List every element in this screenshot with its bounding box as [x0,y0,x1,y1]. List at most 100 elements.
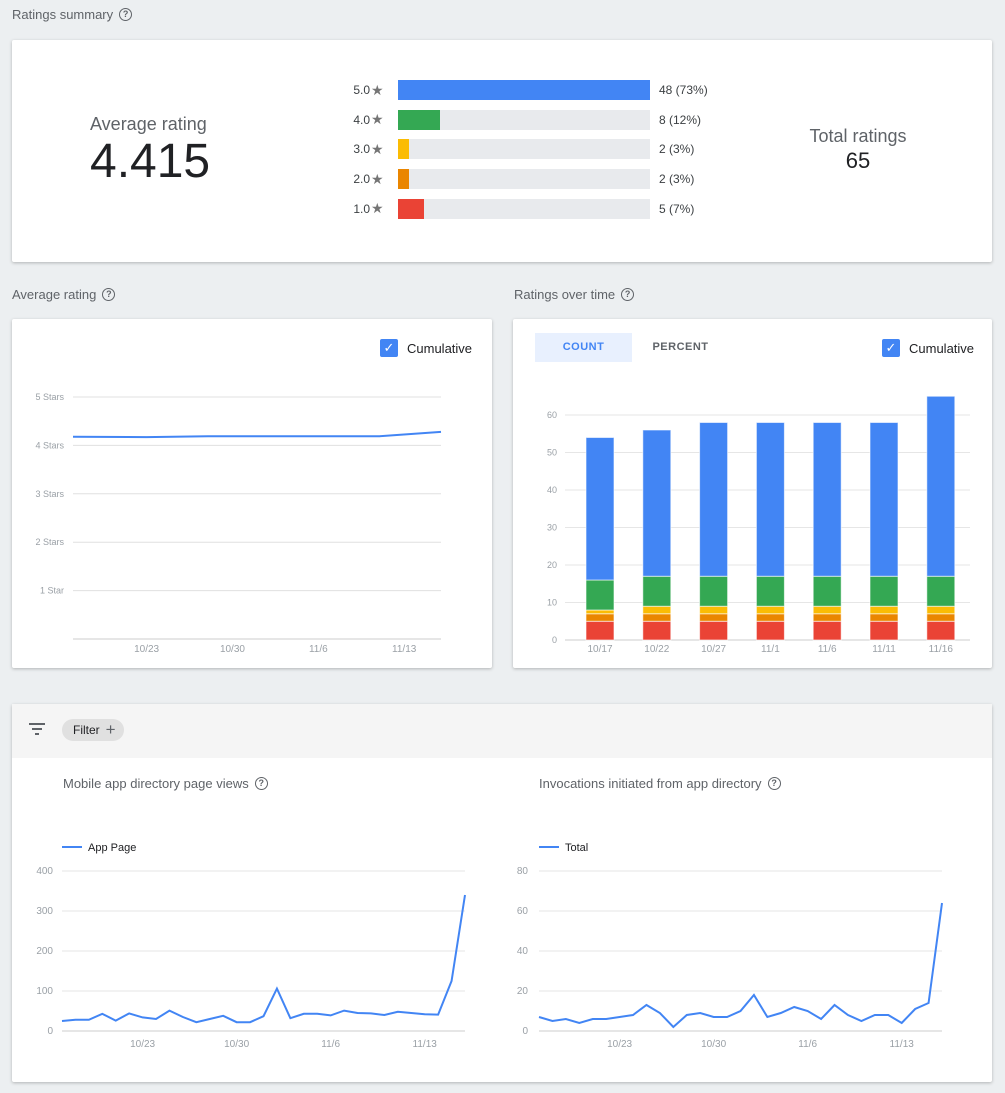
ratings-summary-title: Ratings summary [12,7,114,22]
x-tick-label: 11/13 [392,644,417,655]
cumulative-checkbox[interactable]: ✓ Cumulative [380,339,472,357]
page-views-title: Mobile app directory page views [63,776,249,791]
x-tick-label: 11/6 [798,1039,817,1050]
y-tick-label: 60 [517,906,529,917]
y-tick-label: 100 [36,986,53,997]
x-tick-label: 10/17 [587,644,612,655]
y-tick-label: 60 [547,410,557,420]
rating-count: 2 (3%) [659,172,695,187]
rating-level: 3.0 [353,142,370,157]
tab-count[interactable]: COUNT [535,333,632,362]
data-line [538,902,943,1029]
x-tick-label: 10/27 [701,644,726,655]
invocations-title: Invocations initiated from app directory [539,776,762,791]
bar-segment [755,613,785,622]
x-tick-label: 10/23 [134,644,159,655]
bar-segment [755,422,785,577]
rating-row-2.0: 2.0 ★ 2 (3%) [332,169,695,190]
checkmark-icon: ✓ [380,339,398,357]
rating-bar-fill [398,198,425,219]
bar-segment [755,620,785,641]
help-icon[interactable]: ? [119,8,133,21]
x-tick-label: 11/6 [818,644,837,655]
bar-segment [812,422,842,577]
rating-bar-track [398,169,650,190]
y-tick-label: 40 [517,946,529,957]
bar-segment [926,575,956,607]
y-tick-label: 400 [36,866,53,877]
y-tick-label: 0 [522,1026,528,1037]
rating-level: 4.0 [353,112,370,127]
directory-metrics-card: Filter + Mobile app directory page views… [12,704,992,1082]
bar-segment [642,613,672,622]
bar-segment [585,579,615,611]
x-tick-label: 11/1 [761,644,780,655]
tab-percent[interactable]: PERCENT [652,341,709,353]
invocations-heading: Invocations initiated from app directory… [539,776,781,791]
bar-segment [699,620,729,641]
star-icon: ★ [371,111,384,128]
rating-level: 2.0 [353,172,370,187]
rating-row-5.0: 5.0 ★ 48 (73%) [332,80,708,100]
cumulative-label: Cumulative [407,340,473,356]
help-icon[interactable]: ? [767,777,781,790]
x-tick-label: 10/30 [701,1039,726,1050]
average-rating-heading: Average rating ? [12,287,116,302]
average-rating-line [72,430,442,439]
bar-segment [585,620,615,641]
y-tick-label: 20 [517,986,529,997]
bar-segment [926,605,956,615]
total-ratings-value: 65 [845,148,871,173]
rating-bar-fill [398,80,650,100]
rating-row-4.0: 4.0 ★ 8 (12%) [332,109,701,130]
filter-icon[interactable] [29,723,45,735]
filter-chip[interactable]: Filter + [62,719,124,741]
rating-level: 5.0 [353,83,370,97]
average-rating-title: Average rating [12,287,97,302]
bar-segment [699,422,729,577]
rating-level: 1.0 [353,201,370,216]
bar-segment [642,429,672,577]
x-tick-label: 10/22 [644,644,669,655]
bar-segment [869,613,899,622]
bar-segment [642,605,672,615]
help-icon[interactable]: ? [621,288,635,301]
y-tick-label: 2 Stars [35,537,64,547]
y-tick-label: 80 [517,866,529,877]
bar-segment [755,575,785,607]
star-icon: ★ [371,140,384,157]
x-tick-label: 10/30 [220,644,245,655]
help-icon[interactable]: ? [254,777,268,790]
y-tick-label: 30 [547,523,557,533]
x-tick-label: 11/6 [309,644,328,655]
filter-bar: Filter + [12,704,992,758]
page-views-heading: Mobile app directory page views ? [63,776,268,791]
help-icon[interactable]: ? [102,288,116,301]
x-tick-label: 10/23 [607,1039,632,1050]
y-tick-label: 10 [547,598,557,608]
star-icon: ★ [371,170,384,187]
legend-label: App Page [88,842,136,854]
rating-bar-fill [398,139,409,160]
rating-bar-track [398,109,650,130]
average-rating-label: Average rating [90,114,207,134]
bar-segment [585,613,615,622]
legend-label: Total [565,842,588,854]
bar-segment [869,422,899,577]
rating-bar-track [398,80,650,100]
bar-segment [642,620,672,641]
ratings-summary-heading: Ratings summary ? [12,7,133,22]
bar-segment [926,620,956,641]
rating-count: 5 (7%) [659,201,695,216]
bar-segment [755,605,785,615]
x-tick-label: 11/16 [929,644,954,655]
ratings-summary-card: Average rating 4.415 5.0 ★ 48 (73%) 4.0 ★ 8 (… [12,40,992,262]
x-tick-label: 11/11 [872,644,896,655]
bar-segment [812,613,842,622]
rating-row-3.0: 3.0 ★ 2 (3%) [332,139,694,160]
cumulative-label: Cumulative [909,340,975,356]
y-tick-label: 1 Star [40,586,64,596]
ratings-over-time-heading: Ratings over time ? [514,287,635,302]
cumulative-checkbox[interactable]: ✓ Cumulative [882,339,974,357]
